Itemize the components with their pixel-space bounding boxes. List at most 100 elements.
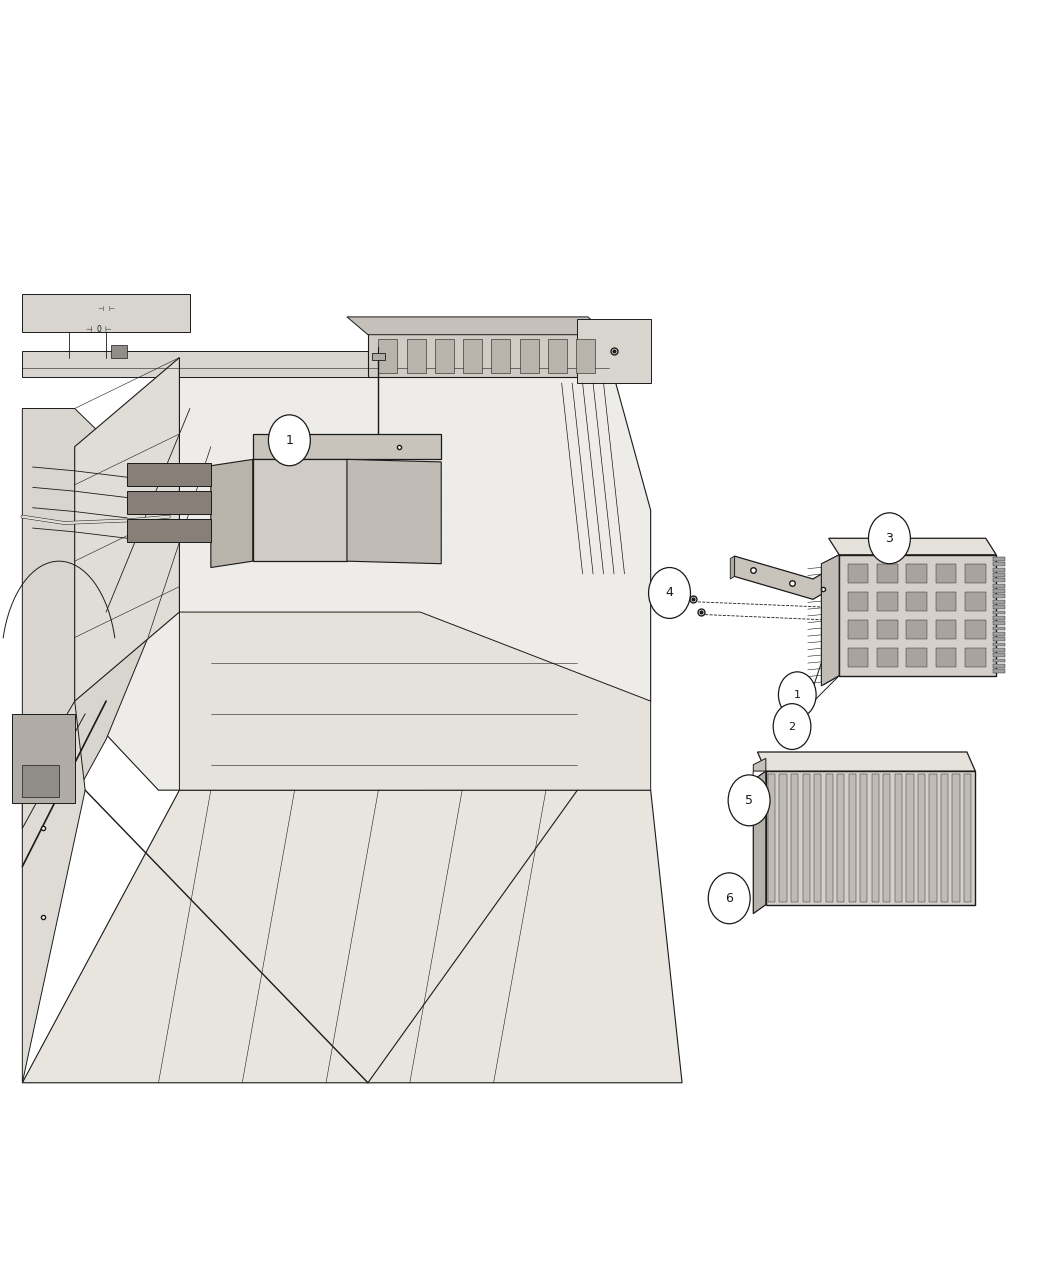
Circle shape <box>649 567 691 618</box>
Polygon shape <box>883 774 890 903</box>
Polygon shape <box>964 774 971 903</box>
Polygon shape <box>578 320 651 382</box>
Polygon shape <box>828 538 996 555</box>
Polygon shape <box>22 351 609 376</box>
Polygon shape <box>730 556 734 579</box>
Polygon shape <box>253 459 346 561</box>
Polygon shape <box>895 774 902 903</box>
Polygon shape <box>821 555 839 686</box>
Polygon shape <box>839 555 996 676</box>
Polygon shape <box>368 333 609 376</box>
Polygon shape <box>993 562 1005 566</box>
Polygon shape <box>877 592 898 611</box>
Polygon shape <box>847 592 868 611</box>
Polygon shape <box>860 774 867 903</box>
Polygon shape <box>823 555 839 685</box>
Polygon shape <box>576 339 595 372</box>
Text: 3: 3 <box>885 532 894 544</box>
Polygon shape <box>814 774 821 903</box>
Polygon shape <box>872 774 879 903</box>
Polygon shape <box>491 339 510 372</box>
Text: $\dashv$ $0$ $\vdash$: $\dashv$ $0$ $\vdash$ <box>84 323 113 334</box>
Polygon shape <box>993 648 1005 652</box>
Polygon shape <box>877 620 898 639</box>
Polygon shape <box>965 620 986 639</box>
Polygon shape <box>965 564 986 583</box>
Text: 2: 2 <box>789 722 796 732</box>
Text: 5: 5 <box>746 794 753 807</box>
Polygon shape <box>993 599 1005 603</box>
Polygon shape <box>906 564 927 583</box>
Polygon shape <box>993 567 1005 571</box>
Polygon shape <box>952 774 960 903</box>
Polygon shape <box>993 574 1005 578</box>
Polygon shape <box>906 774 914 903</box>
Polygon shape <box>936 564 957 583</box>
Polygon shape <box>993 594 1005 598</box>
Polygon shape <box>779 774 786 903</box>
Polygon shape <box>993 616 1005 620</box>
Polygon shape <box>847 620 868 639</box>
Polygon shape <box>936 648 957 667</box>
Polygon shape <box>847 648 868 667</box>
Circle shape <box>269 414 311 465</box>
Polygon shape <box>993 638 1005 641</box>
Polygon shape <box>211 459 253 567</box>
Circle shape <box>868 513 910 564</box>
Polygon shape <box>75 357 180 701</box>
Polygon shape <box>906 620 927 639</box>
Polygon shape <box>993 659 1005 663</box>
Polygon shape <box>993 584 1005 588</box>
Polygon shape <box>993 653 1005 657</box>
Text: 1: 1 <box>286 434 293 446</box>
Polygon shape <box>936 620 957 639</box>
Text: 4: 4 <box>666 586 673 599</box>
Polygon shape <box>12 714 75 803</box>
Polygon shape <box>906 648 927 667</box>
Polygon shape <box>127 519 211 542</box>
Polygon shape <box>848 774 856 903</box>
Polygon shape <box>993 669 1005 673</box>
Polygon shape <box>965 648 986 667</box>
Polygon shape <box>993 626 1005 630</box>
Polygon shape <box>877 564 898 583</box>
Polygon shape <box>847 564 868 583</box>
Polygon shape <box>435 339 454 372</box>
Text: 1: 1 <box>794 690 801 700</box>
Polygon shape <box>753 771 765 914</box>
Polygon shape <box>791 774 798 903</box>
Polygon shape <box>111 346 127 357</box>
Polygon shape <box>802 774 810 903</box>
Polygon shape <box>936 592 957 611</box>
Polygon shape <box>993 621 1005 625</box>
Circle shape <box>773 704 811 750</box>
Polygon shape <box>372 352 384 360</box>
Polygon shape <box>734 556 839 599</box>
Polygon shape <box>765 771 975 905</box>
Polygon shape <box>768 774 775 903</box>
Polygon shape <box>965 592 986 611</box>
Circle shape <box>709 873 750 924</box>
Circle shape <box>778 672 816 718</box>
Polygon shape <box>406 339 425 372</box>
Polygon shape <box>993 557 1005 561</box>
Text: $\dashv$ $\vdash$: $\dashv$ $\vdash$ <box>96 303 116 312</box>
Polygon shape <box>346 459 441 564</box>
Polygon shape <box>378 339 397 372</box>
Polygon shape <box>253 434 441 459</box>
Polygon shape <box>993 611 1005 615</box>
Polygon shape <box>993 643 1005 646</box>
Polygon shape <box>22 295 190 333</box>
Polygon shape <box>463 339 482 372</box>
Text: 6: 6 <box>726 891 733 905</box>
Polygon shape <box>918 774 925 903</box>
Polygon shape <box>941 774 948 903</box>
Polygon shape <box>993 664 1005 668</box>
Polygon shape <box>22 790 682 1082</box>
Polygon shape <box>22 701 85 1082</box>
Circle shape <box>728 775 770 826</box>
Polygon shape <box>22 765 59 797</box>
Polygon shape <box>127 491 211 514</box>
Polygon shape <box>757 752 975 771</box>
Polygon shape <box>753 759 765 771</box>
